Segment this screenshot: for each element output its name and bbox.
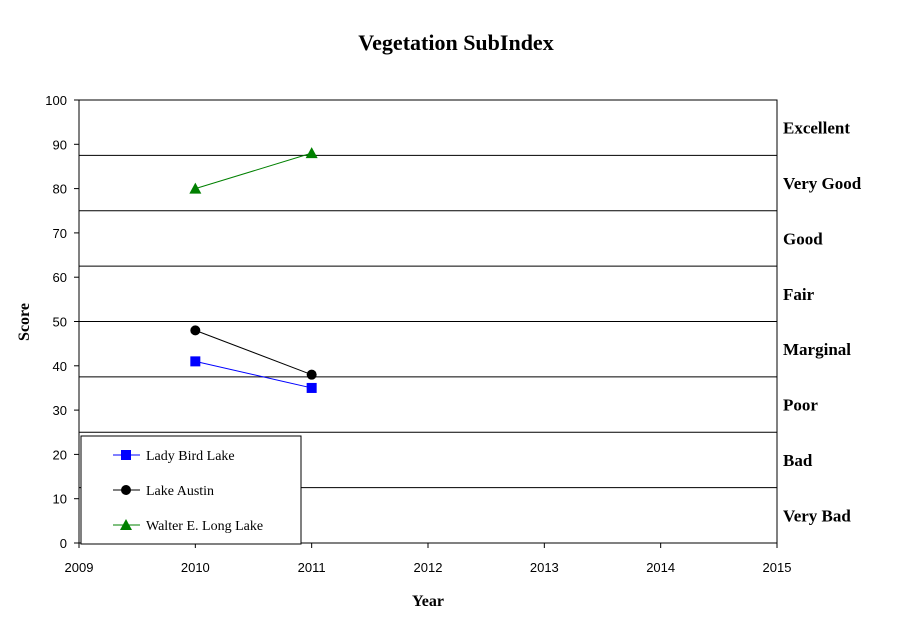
data-point (305, 147, 318, 159)
x-tick-label: 2013 (530, 560, 559, 575)
x-axis-ticks: 2009 2010 2011 2012 2013 2014 2015 (65, 543, 792, 575)
chart-title: Vegetation SubIndex (358, 30, 553, 55)
y-tick-label: 10 (53, 492, 67, 507)
series-lady-bird-lake (190, 356, 317, 393)
y-tick-label: 50 (53, 315, 67, 330)
legend-marker (120, 519, 132, 530)
y-tick-label: 40 (53, 359, 67, 374)
legend-marker (121, 450, 131, 460)
band-label: Very Good (783, 174, 862, 193)
y-tick-label: 60 (53, 270, 67, 285)
legend-label: Lake Austin (146, 484, 214, 499)
band-label: Fair (783, 285, 815, 304)
y-tick-label: 70 (53, 226, 67, 241)
series-walter-e-long-lake (189, 147, 318, 194)
band-label: Bad (783, 451, 813, 470)
y-tick-label: 100 (45, 93, 67, 108)
x-tick-label: 2012 (414, 560, 443, 575)
x-tick-label: 2014 (646, 560, 675, 575)
legend-item: Lake Austin (113, 484, 214, 499)
legend-item: Lady Bird Lake (113, 449, 235, 464)
data-point (306, 369, 317, 380)
category-band-lines (79, 154, 777, 489)
series-line (195, 329, 312, 376)
data-point (190, 356, 201, 367)
y-tick-label: 80 (53, 182, 67, 197)
legend-item: Walter E. Long Lake (113, 519, 263, 534)
legend-marker (121, 485, 131, 495)
category-band-labels: Excellent Very Good Good Fair Marginal Poor Ba… (783, 119, 862, 526)
y-axis-ticks: 0 10 20 30 40 50 60 70 80 90 100 (45, 93, 79, 551)
data-point (189, 182, 202, 194)
legend: Lady Bird Lake Lake Austin Walter E. Long … (80, 435, 302, 545)
y-tick-label: 20 (53, 447, 67, 462)
y-axis-title: Score (16, 303, 33, 341)
data-point (306, 382, 317, 393)
y-tick-label: 0 (60, 536, 67, 551)
x-tick-label: 2011 (298, 560, 326, 575)
data-point (190, 325, 201, 336)
series-lake-austin (190, 325, 317, 380)
x-tick-label: 2010 (181, 560, 210, 575)
y-tick-label: 90 (53, 137, 67, 152)
x-tick-label: 2009 (65, 560, 94, 575)
band-label: Poor (783, 396, 818, 415)
band-label: Very Bad (783, 506, 851, 525)
band-label: Good (783, 229, 823, 248)
series-line (195, 360, 312, 389)
legend-label: Lady Bird Lake (146, 449, 235, 464)
x-tick-label: 2015 (763, 560, 792, 575)
series-line (195, 152, 312, 190)
series-layer (189, 147, 318, 393)
y-tick-label: 30 (53, 403, 67, 418)
legend-label: Walter E. Long Lake (146, 519, 263, 534)
band-label: Excellent (783, 119, 850, 138)
band-label: Marginal (783, 340, 851, 359)
x-axis-title: Year (412, 593, 444, 610)
